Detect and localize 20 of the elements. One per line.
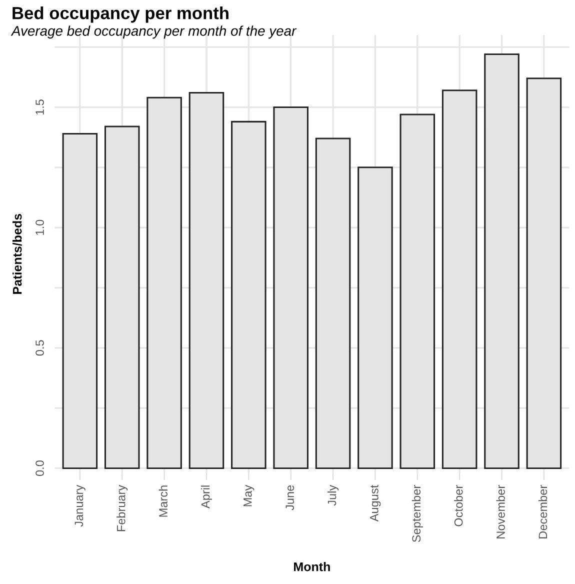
y-tick-label: 1.5 (36, 100, 44, 115)
chart-title: Bed occupancy per month (12, 6, 228, 23)
y-tick-label: 0.5 (36, 340, 44, 356)
x-tick-label: October (454, 485, 463, 526)
x-axis-title: Month (294, 562, 330, 572)
x-tick-label: March (158, 486, 168, 517)
y-axis-title: Patients/beds (12, 214, 22, 294)
x-tick-label: June (286, 485, 294, 510)
x-tick-label: May (244, 484, 254, 506)
y-tick-label: 0.0 (36, 460, 44, 476)
y-tick-label: 1.0 (36, 220, 44, 235)
x-tick-label: January (74, 484, 86, 527)
x-tick-label: February (116, 484, 128, 532)
x-tick-label: August (370, 484, 381, 522)
x-tick-label: December (538, 485, 548, 538)
chart-subtitle: Average bed occupancy per month of the year (10, 26, 297, 39)
x-tick-label: November (496, 485, 505, 538)
x-tick-label: April (200, 486, 212, 508)
x-tick-label: July (328, 484, 339, 506)
x-tick-label: September (412, 485, 423, 542)
